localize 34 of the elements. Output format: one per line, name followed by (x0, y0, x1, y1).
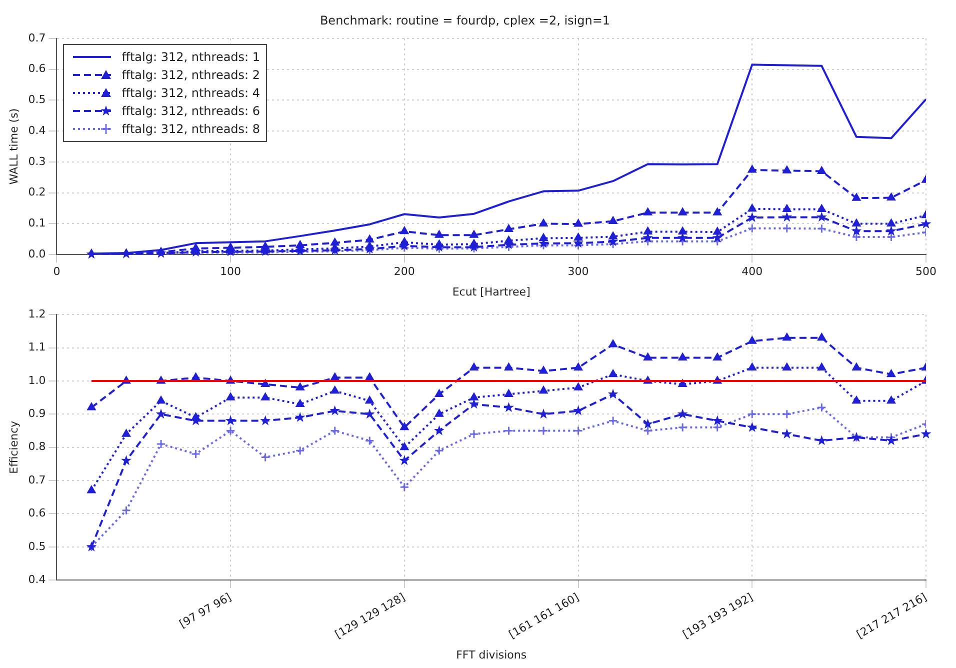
x-tick-label: 300 (568, 265, 589, 278)
y-tick-label: 0.1 (28, 216, 46, 230)
y-tick-label: 0.3 (28, 154, 46, 168)
y-tick-label: 0.7 (28, 473, 46, 486)
y-tick-label: 0.0 (28, 247, 46, 260)
x-tick-label: 200 (394, 265, 415, 278)
y-axis-title: Efficiency (7, 420, 20, 474)
y-tick-label: 0.9 (28, 407, 46, 420)
y-tick-label: 0.6 (28, 506, 46, 520)
y-tick-label: 0.2 (28, 186, 46, 199)
y-tick-label: 0.4 (28, 572, 46, 586)
chart-title: Benchmark: routine = fourdp, cplex =2, isign=1 (320, 13, 610, 28)
x-tick-label: 500 (916, 265, 936, 278)
y-tick-label: 1.2 (28, 307, 46, 320)
y-tick-label: 1.1 (28, 340, 46, 354)
y-tick-label: 0.8 (28, 440, 46, 454)
legend-label: fftalg: 312, nthreads: 2 (122, 68, 260, 82)
y-tick-label: 0.6 (28, 62, 46, 76)
legend-label: fftalg: 312, nthreads: 1 (122, 50, 260, 64)
x-axis-title: Ecut [Hartree] (452, 285, 530, 298)
x-tick-label: 0 (53, 265, 60, 278)
y-tick-label: 0.5 (28, 93, 46, 106)
x-tick-label: [97 97 96] (177, 590, 234, 631)
y-axis-title: WALL time (s) (7, 108, 20, 185)
y-tick-label: 0.5 (28, 540, 46, 553)
x-tick-label: 100 (220, 265, 242, 278)
legend-label: fftalg: 312, nthreads: 8 (122, 122, 260, 136)
legend-label: fftalg: 312, nthreads: 4 (122, 86, 260, 100)
y-tick-label: 1.0 (28, 374, 46, 387)
y-tick-label: 0.4 (28, 124, 46, 137)
y-tick-label: 0.7 (28, 31, 46, 44)
legend-label: fftalg: 312, nthreads: 6 (122, 104, 260, 118)
x-axis-title: FFT divisions (456, 648, 527, 662)
x-tick-label: 400 (742, 265, 763, 278)
